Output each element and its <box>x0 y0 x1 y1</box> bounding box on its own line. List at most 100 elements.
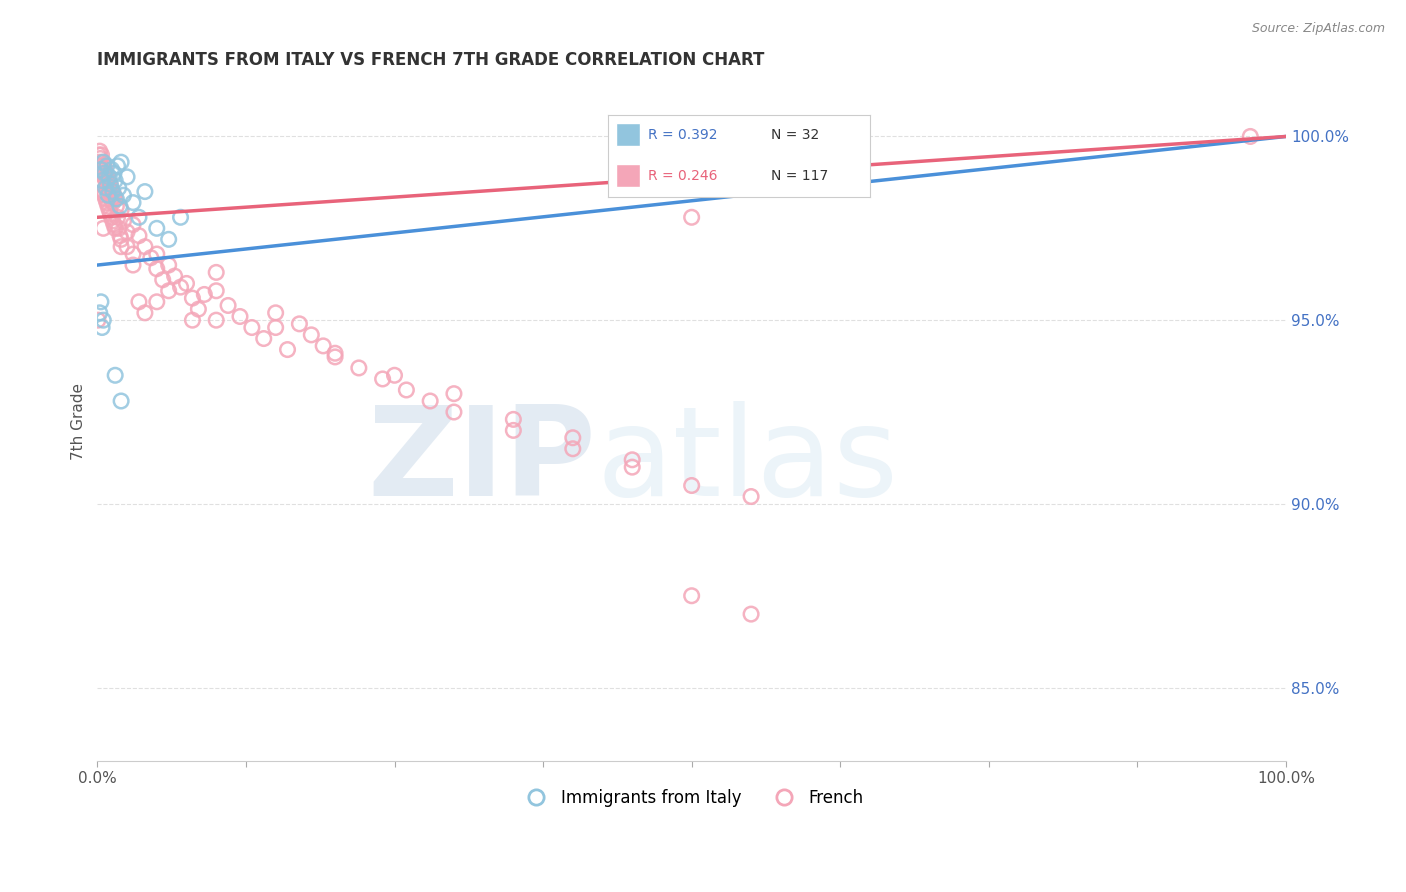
Point <box>443 405 465 419</box>
Point <box>681 478 703 492</box>
Point <box>89 166 111 180</box>
Point <box>740 607 762 621</box>
Point <box>98 169 121 184</box>
Point <box>87 148 110 162</box>
Point <box>97 173 120 187</box>
Point <box>187 302 209 317</box>
Point <box>108 199 131 213</box>
Point <box>98 202 121 217</box>
Point <box>97 188 120 202</box>
Point <box>107 159 129 173</box>
Text: atlas: atlas <box>596 401 898 523</box>
Point <box>91 155 114 169</box>
Point <box>277 343 299 357</box>
Point <box>93 169 115 184</box>
Point <box>89 152 111 166</box>
Point <box>90 162 112 177</box>
Point <box>115 169 138 184</box>
Point <box>347 360 370 375</box>
Point <box>100 211 122 225</box>
Point <box>443 386 465 401</box>
Point <box>371 372 394 386</box>
Point <box>561 442 583 456</box>
Point <box>169 211 191 225</box>
Point <box>97 199 120 213</box>
Point <box>91 221 114 235</box>
Point <box>91 313 114 327</box>
Point <box>229 310 252 324</box>
Text: IMMIGRANTS FROM ITALY VS FRENCH 7TH GRADE CORRELATION CHART: IMMIGRANTS FROM ITALY VS FRENCH 7TH GRAD… <box>97 51 765 69</box>
Point <box>502 412 524 426</box>
Text: Source: ZipAtlas.com: Source: ZipAtlas.com <box>1251 22 1385 36</box>
Point <box>323 346 346 360</box>
Point <box>96 159 118 173</box>
Point <box>122 247 145 261</box>
Point <box>96 166 118 180</box>
Point <box>157 284 180 298</box>
Point <box>104 192 127 206</box>
Point <box>264 306 287 320</box>
Point <box>89 144 111 158</box>
Point <box>94 192 117 206</box>
Point <box>90 294 112 309</box>
Point <box>108 228 131 243</box>
Point <box>101 195 124 210</box>
Point <box>100 178 122 192</box>
Point <box>100 181 122 195</box>
Point <box>103 166 125 180</box>
Point <box>104 368 127 383</box>
Point <box>103 218 125 232</box>
Point <box>91 155 114 169</box>
Text: ZIP: ZIP <box>368 401 596 523</box>
Point <box>181 291 204 305</box>
Point <box>94 173 117 187</box>
Point <box>621 452 644 467</box>
Point <box>115 240 138 254</box>
Point <box>97 181 120 195</box>
Point <box>103 188 125 202</box>
Point <box>561 431 583 445</box>
Point <box>134 306 156 320</box>
Point <box>264 320 287 334</box>
Point <box>110 155 132 169</box>
Point <box>105 192 128 206</box>
Point <box>115 225 138 239</box>
Point <box>288 317 311 331</box>
Point <box>205 265 228 279</box>
Point <box>91 166 114 180</box>
Point <box>312 339 335 353</box>
Point <box>93 159 115 173</box>
Point <box>146 261 169 276</box>
Point <box>740 490 762 504</box>
Point <box>122 195 145 210</box>
Point <box>98 181 121 195</box>
Point <box>176 277 198 291</box>
Point <box>110 394 132 409</box>
Point <box>146 294 169 309</box>
Point <box>139 251 162 265</box>
Point <box>104 173 127 187</box>
Point <box>110 240 132 254</box>
Point <box>100 192 122 206</box>
Point <box>101 185 124 199</box>
Point <box>87 313 110 327</box>
Point <box>89 306 111 320</box>
Point <box>94 181 117 195</box>
Point <box>163 269 186 284</box>
Point <box>90 159 112 173</box>
Point <box>128 294 150 309</box>
Point <box>90 148 112 162</box>
Point <box>91 178 114 192</box>
Point <box>112 188 135 202</box>
Point <box>94 162 117 177</box>
Point <box>105 199 128 213</box>
Point <box>134 240 156 254</box>
Point <box>146 247 169 261</box>
Point <box>90 173 112 187</box>
Point <box>681 211 703 225</box>
Point <box>205 313 228 327</box>
Point <box>112 214 135 228</box>
Point <box>98 178 121 192</box>
Point <box>134 185 156 199</box>
Point <box>101 214 124 228</box>
